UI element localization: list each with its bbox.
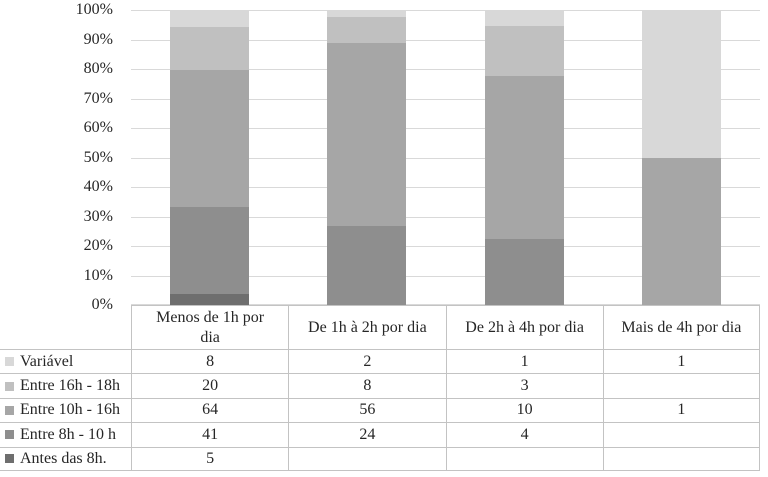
series-name: Entre 8h - 10 h [20,425,116,443]
y-axis-tick-label: 0% [91,296,113,313]
bar-segment [327,226,407,305]
series-name: Entre 10h - 16h [20,401,120,419]
bar-segment [327,10,407,17]
table-value-cell [602,373,760,398]
legend-row-label: Entre 10h - 16h [0,397,131,422]
bar-segment [170,27,250,70]
table-value-cell: 1 [602,349,760,374]
table-value-cell [288,446,446,471]
legend-color-swatch-icon [5,357,14,367]
bar-segment [327,42,407,227]
table-value-cell: 1 [445,349,603,374]
bar-segment [641,157,721,305]
y-axis-tick-label: 50% [83,148,113,166]
series-name: Variável [20,352,74,370]
bar-segment [484,10,564,27]
gridline [131,217,760,218]
table-value-cell: 1 [602,397,760,423]
table-value-cell: 20 [131,373,289,398]
y-axis-tick-label: 40% [83,178,113,195]
y-axis-tick-label: 80% [83,60,113,77]
table-value-cell: 3 [445,373,603,398]
gridline [131,304,760,305]
stacked-bar [170,10,250,305]
table-value-cell: 10 [445,397,603,423]
table-value-cell: 4 [445,422,603,447]
series-name: Entre 16h - 18h [20,377,120,395]
gridline [131,276,760,277]
table-value-cell [602,446,760,471]
series-name: Antes das 8h. [20,449,107,467]
stacked-bar [641,10,721,305]
table-corner-cell [0,305,131,349]
legend-color-swatch-icon [5,381,14,391]
table-value-cell: 5 [131,446,289,471]
stacked-bar [484,10,564,305]
plot-area [131,10,760,305]
y-axis-tick-label: 30% [83,207,113,225]
gridline [131,40,760,41]
column-header: De 1h à 2h por dia [288,305,446,349]
legend-color-swatch-icon [5,454,14,464]
bar-segment [327,16,407,43]
y-axis-tick-label: 70% [83,89,113,107]
y-axis-tick-label: 60% [83,119,113,136]
table-value-cell [445,446,603,471]
legend-row-label: Antes das 8h. [0,446,131,471]
legend-color-swatch-icon [5,430,14,440]
legend-row-label: Entre 16h - 18h [0,373,131,397]
y-axis-tick-label: 90% [83,30,113,48]
table-value-cell: 24 [288,422,446,447]
gridline [131,187,760,188]
bar-segment [484,26,564,76]
table-value-cell: 8 [288,373,446,398]
table-value-cell: 56 [288,397,446,423]
gridline [131,128,760,129]
bar-segment [170,294,250,305]
gridline [131,158,760,159]
stacked-bar [327,10,407,305]
column-header: Mais de 4h por dia [602,305,760,349]
table-value-cell: 2 [288,349,446,374]
y-axis-tick-label: 10% [83,266,113,284]
legend-row-label: Variável [0,349,131,373]
bar-segment [484,239,564,305]
y-axis-tick-label: 20% [83,237,113,254]
gridline [131,246,760,247]
gridline [131,10,760,11]
bar-segment [484,75,564,240]
bar-segment [170,69,250,207]
bar-segment [170,206,250,295]
gridline [131,69,760,70]
bar-segment [170,10,250,28]
table-value-cell: 64 [131,397,289,423]
legend-color-swatch-icon [5,405,14,415]
table-value-cell: 8 [131,349,289,374]
column-header: Menos de 1h por dia [131,305,289,349]
legend-row-label: Entre 8h - 10 h [0,422,131,446]
column-header: De 2h à 4h por dia [445,305,603,349]
gridline [131,99,760,100]
y-axis: 100% 90% 80% 70% 60% 50% 40% 30% 20% 10% 0% [0,0,113,320]
table-value-cell: 41 [131,422,289,447]
y-axis-tick-label: 100% [75,1,113,18]
bar-segment [641,10,721,158]
table-value-cell [602,422,760,447]
data-table: Menos de 1h por dia De 1h à 2h por dia De … [0,305,760,471]
